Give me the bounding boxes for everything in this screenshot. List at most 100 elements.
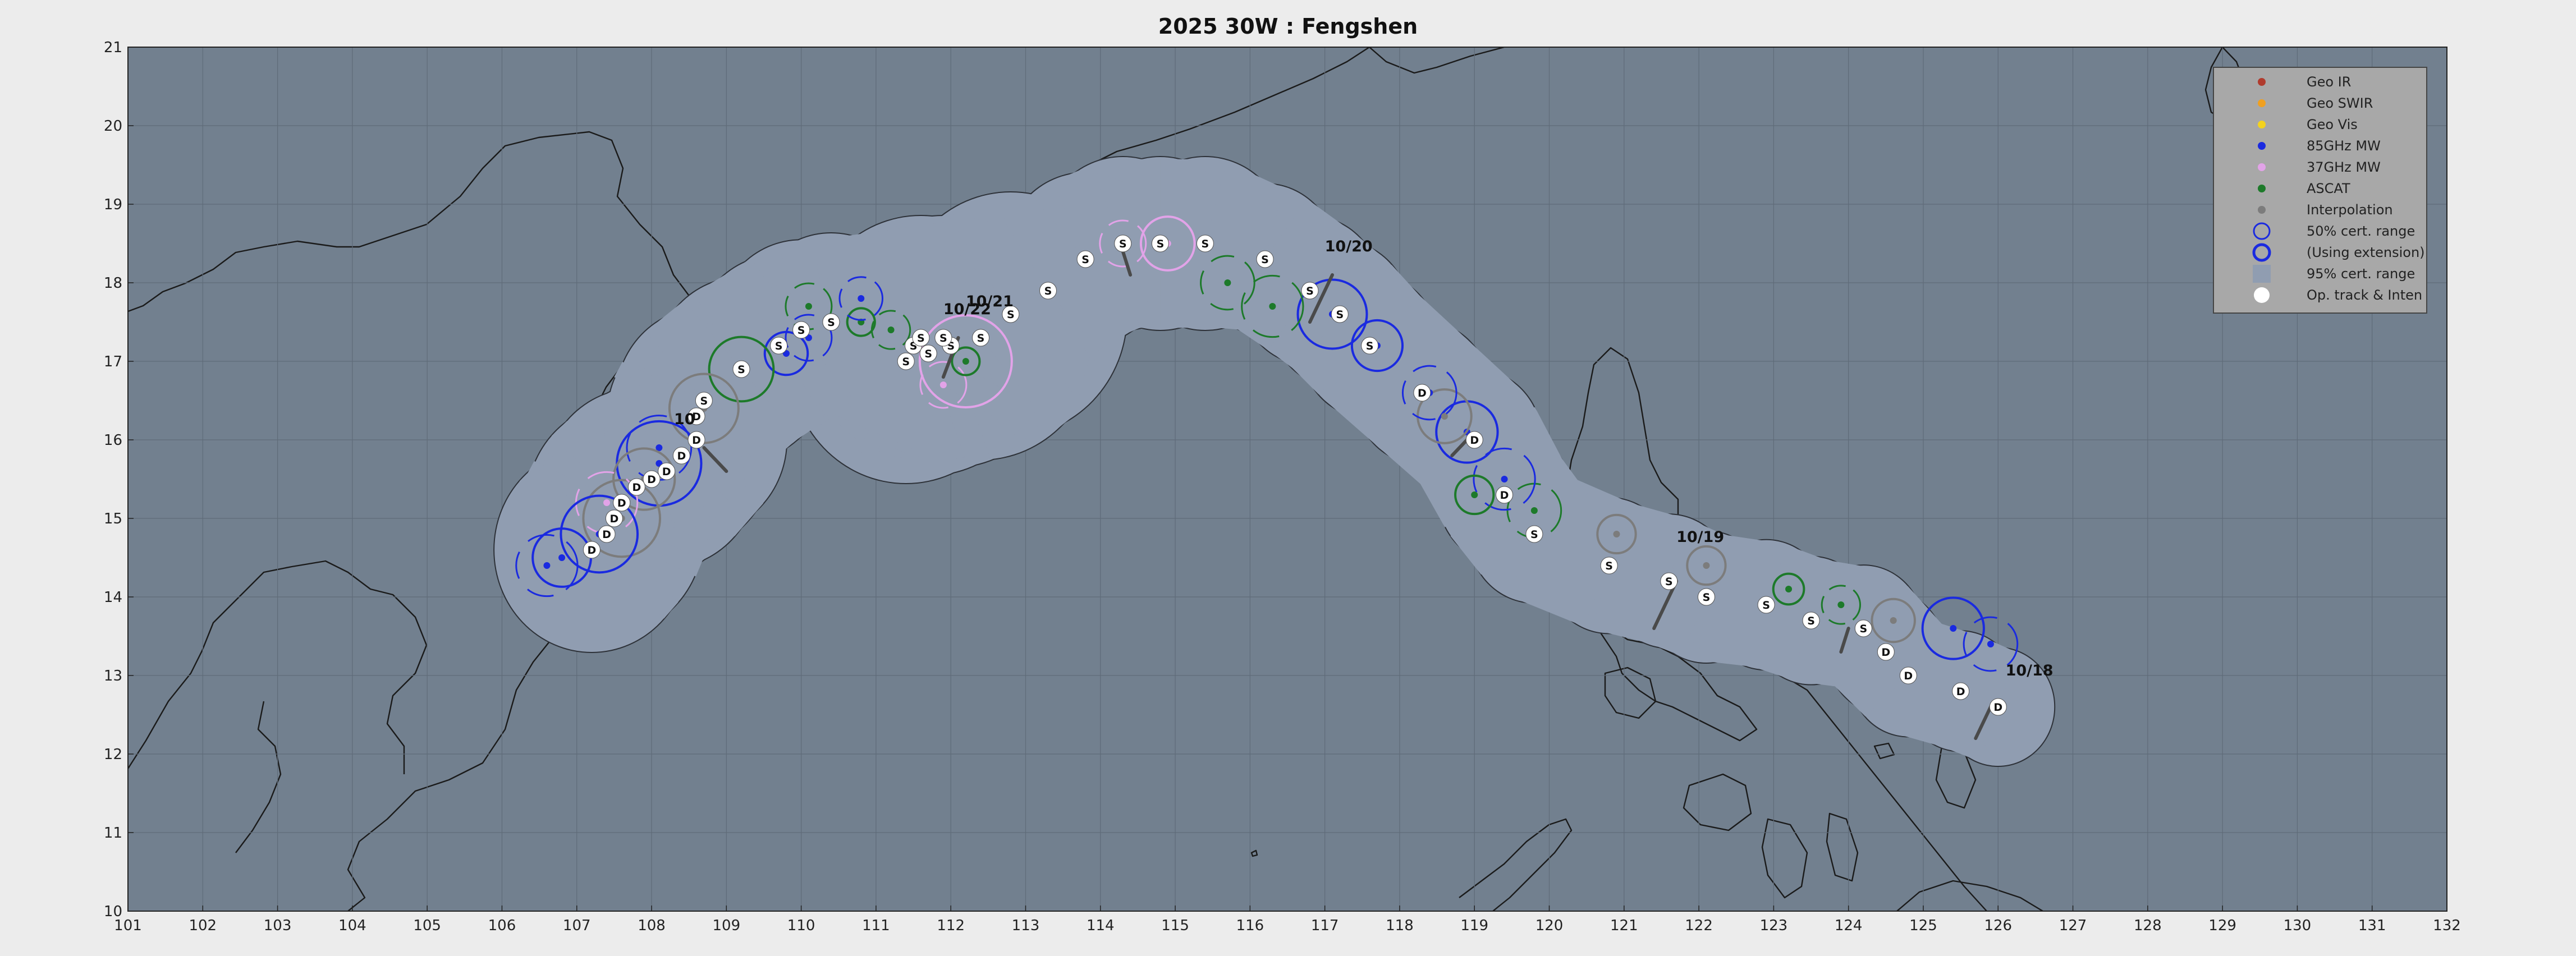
op-track-point (1899, 667, 1917, 684)
legend-marker (2253, 222, 2271, 240)
intensity-letter: S (1530, 528, 1538, 541)
intensity-letter: D (1881, 646, 1890, 659)
x-tick-label: 132 (2433, 917, 2461, 934)
plot-frame (127, 47, 2447, 912)
op-track-point (658, 462, 676, 480)
y-tick-label: 19 (104, 196, 122, 213)
cone-link (694, 270, 826, 445)
fix-dot (1269, 303, 1276, 310)
intensity-letter: S (1807, 615, 1815, 627)
x-tick-label: 101 (114, 917, 142, 934)
cone-link (519, 466, 679, 619)
y-tick-label: 18 (104, 275, 122, 292)
fix-ring (785, 314, 833, 362)
fix-ring (708, 335, 775, 403)
op-track-point (1361, 337, 1379, 355)
fix-dot (1703, 562, 1710, 569)
fix-ring (582, 479, 662, 558)
x-tick-label: 102 (189, 917, 217, 934)
op-track-point (770, 337, 788, 355)
intensity-letter: S (924, 348, 932, 360)
date-label: 10/21 (966, 293, 1014, 310)
y-tick-label: 16 (104, 432, 122, 449)
intensity-letter: D (1956, 686, 1965, 698)
intensity-letter: S (902, 356, 910, 368)
intensity-letter: S (939, 332, 947, 344)
date-label: 10/18 (2006, 662, 2054, 679)
legend-label: Geo Vis (2307, 117, 2358, 132)
cone-link (1643, 521, 1731, 656)
intensity-letter: S (737, 364, 745, 376)
fix-ring (1772, 572, 1805, 606)
cone-link (1160, 159, 1206, 328)
intensity-letter: S (1703, 591, 1711, 604)
fix-ring (1596, 513, 1637, 555)
cone-link (1222, 199, 1352, 350)
fix-dot (1530, 507, 1538, 514)
op-track-point (1256, 250, 1274, 268)
op-track-point (1151, 235, 1169, 252)
fix-dot (1501, 476, 1508, 482)
x-tick-label: 112 (937, 917, 965, 934)
legend-marker (2258, 142, 2266, 150)
intensity-letter: S (1081, 254, 1089, 266)
legend-label: 95% cert. range (2307, 266, 2415, 282)
y-tick-label: 10 (104, 903, 122, 920)
x-tick-label: 129 (2208, 917, 2236, 934)
fix-dot (543, 562, 551, 569)
op-track-point (672, 447, 690, 465)
op-track-point (934, 329, 952, 347)
y-tick-label: 13 (104, 668, 122, 684)
fix-ring (1296, 278, 1368, 350)
fix-dot (1224, 279, 1231, 286)
fix-ring (1350, 319, 1404, 373)
op-track-point (1465, 431, 1483, 449)
negros-coastline (1761, 818, 1808, 899)
gulf-of-thailand-coast (128, 560, 428, 774)
fix-dot (962, 358, 969, 365)
fix-dot (1613, 531, 1620, 537)
op-track-point (1331, 305, 1349, 323)
fix-ring (612, 447, 676, 511)
legend: Geo IR Geo SWIR Geo Vis 85GHz MW 37GHz MW ASC… (2213, 67, 2427, 314)
legend-marker (2258, 78, 2266, 86)
fix-ring (1099, 219, 1147, 268)
cebu-coastline (1826, 812, 1859, 882)
op-track-point (1496, 486, 1514, 504)
date-label: 10 (674, 411, 695, 428)
date-label: 10/19 (1676, 528, 1724, 546)
x-tick-label: 115 (1161, 917, 1189, 934)
op-track-point (972, 329, 990, 347)
fix-dot (1471, 491, 1478, 498)
op-track-point (583, 541, 601, 559)
op-track-point (732, 360, 750, 378)
fix-ring (515, 534, 579, 598)
fix-ring (560, 494, 639, 574)
op-track-point (1301, 282, 1319, 300)
y-tick-label: 12 (104, 746, 122, 763)
intensity-letter: D (617, 497, 626, 509)
mindoro-coastline (1604, 667, 1657, 719)
op-track-point (1002, 305, 1020, 323)
op-track-point (643, 470, 661, 488)
date-label: 10/22 (943, 301, 991, 318)
intensity-letter: S (1306, 285, 1314, 297)
fix-ring (951, 346, 981, 376)
intensity-letter: S (1366, 340, 1374, 352)
op-track-point (1660, 572, 1678, 590)
x-tick-label: 103 (264, 917, 292, 934)
intensity-letter: S (1157, 238, 1165, 250)
motion-bar (1308, 273, 1334, 324)
op-track-point (1757, 596, 1775, 614)
y-tick-label: 11 (104, 825, 122, 842)
intensity-letter: S (1119, 238, 1127, 250)
fix-dot (1987, 641, 1994, 647)
intensity-letter: D (588, 544, 597, 557)
x-tick-label: 121 (1610, 917, 1638, 934)
cone-link (1414, 407, 1564, 527)
x-tick-label: 106 (488, 917, 516, 934)
intensity-letter: S (977, 332, 985, 344)
op-track-point (1697, 588, 1715, 606)
legend-label: (Using extension) (2307, 245, 2425, 260)
